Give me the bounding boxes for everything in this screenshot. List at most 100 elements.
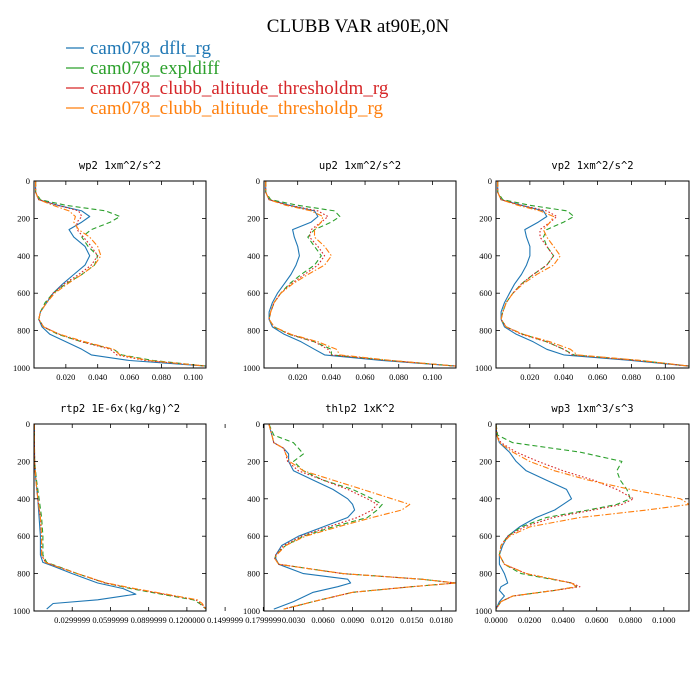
legend-label: cam078_dflt_rg bbox=[90, 38, 212, 59]
series-line bbox=[33, 424, 207, 610]
x-tick-label: 0.0000 bbox=[484, 615, 507, 625]
series-line bbox=[35, 181, 207, 367]
x-tick-label: 0.020 bbox=[520, 372, 539, 382]
y-tick-label: 600 bbox=[17, 531, 30, 541]
x-tick-label: 0.0120 bbox=[370, 615, 393, 625]
y-tick-label: 200 bbox=[17, 456, 30, 466]
y-tick-label: 1000 bbox=[13, 606, 30, 616]
y-tick-label: 0 bbox=[26, 176, 30, 186]
x-tick-label: 0.1200000 bbox=[169, 615, 205, 625]
y-tick-label: 1000 bbox=[13, 363, 30, 373]
series-line bbox=[268, 423, 457, 610]
y-tick-label: 600 bbox=[479, 531, 492, 541]
plot-frame bbox=[263, 180, 457, 369]
x-tick-label: 0.0150 bbox=[400, 615, 423, 625]
series-line bbox=[33, 424, 207, 610]
y-tick-label: 800 bbox=[479, 326, 492, 336]
x-tick-label: 0.0599999 bbox=[92, 615, 128, 625]
series-line bbox=[268, 423, 356, 610]
plot-frame bbox=[33, 423, 207, 612]
legend-label: cam078_clubb_altitude_thresholdp_rg bbox=[90, 98, 384, 119]
series-line bbox=[35, 181, 207, 367]
x-tick-label: 0.0299999 bbox=[54, 615, 90, 625]
y-tick-label: 1000 bbox=[475, 606, 492, 616]
series-line bbox=[265, 181, 457, 367]
panels: wp2 1xm^2/s^2 0 200 400 600 800 1000 0.020 0.040… bbox=[13, 160, 690, 625]
panel: thlp2 1xK^2 0 200 400 600 800 1000 0.0030 0.0060… bbox=[243, 403, 457, 625]
x-tick-label: 0.1799999 bbox=[245, 615, 281, 625]
panel: vp2 1xm^2/s^2 0 200 400 600 800 1000 0.020 0.040… bbox=[475, 160, 690, 382]
y-tick-label: 200 bbox=[479, 213, 492, 223]
x-tick-label: 0.040 bbox=[322, 372, 341, 382]
series-line bbox=[497, 181, 690, 367]
y-tick-label: 0 bbox=[256, 176, 260, 186]
y-tick-label: 0 bbox=[488, 419, 492, 429]
x-tick-label: 0.040 bbox=[88, 372, 107, 382]
x-tick-label: 0.100 bbox=[656, 372, 675, 382]
y-tick-label: 800 bbox=[247, 569, 260, 579]
x-tick-label: 0.0090 bbox=[341, 615, 364, 625]
series-line bbox=[265, 181, 457, 367]
series-line bbox=[35, 181, 207, 367]
y-tick-label: 400 bbox=[17, 494, 30, 504]
series-line bbox=[495, 423, 573, 610]
panel-title: wp2 1xm^2/s^2 bbox=[79, 160, 161, 172]
legend: cam078_dflt_rgcam078_expldiffcam078_club… bbox=[66, 38, 389, 119]
x-tick-label: 0.020 bbox=[56, 372, 75, 382]
y-tick-label: 800 bbox=[17, 326, 30, 336]
y-tick-label: 0 bbox=[488, 176, 492, 186]
y-tick-label: 1000 bbox=[243, 363, 260, 373]
x-tick-label: 0.0400 bbox=[551, 615, 574, 625]
figure-title: CLUBB VAR at90E,0N bbox=[267, 16, 450, 37]
x-tick-label: 0.060 bbox=[120, 372, 139, 382]
x-tick-label: 0.0200 bbox=[518, 615, 541, 625]
x-tick-label: 0.0600 bbox=[585, 615, 608, 625]
y-tick-label: 0 bbox=[26, 419, 30, 429]
legend-label: cam078_clubb_altitude_thresholdm_rg bbox=[90, 78, 389, 99]
series-line bbox=[495, 423, 635, 610]
y-tick-label: 600 bbox=[479, 288, 492, 298]
x-tick-label: 0.080 bbox=[389, 372, 408, 382]
series-line bbox=[268, 423, 457, 610]
plot-frame bbox=[263, 423, 457, 612]
series-line bbox=[33, 424, 137, 610]
series-line bbox=[497, 181, 690, 367]
legend-label: cam078_expldiff bbox=[90, 58, 220, 79]
x-tick-label: 0.100 bbox=[184, 372, 203, 382]
series-line bbox=[265, 181, 457, 367]
series-line bbox=[495, 423, 690, 610]
series-line bbox=[268, 423, 457, 610]
panel-title: wp3 1xm^3/s^3 bbox=[551, 403, 633, 415]
plot-frame bbox=[495, 180, 690, 369]
series-line bbox=[265, 181, 457, 367]
y-tick-label: 200 bbox=[479, 456, 492, 466]
y-tick-label: 400 bbox=[247, 251, 260, 261]
y-tick-label: 800 bbox=[17, 569, 30, 579]
y-tick-label: 600 bbox=[17, 288, 30, 298]
panel: up2 1xm^2/s^2 0 200 400 600 800 1000 0.020 0.040… bbox=[243, 160, 457, 382]
y-tick-label: 400 bbox=[17, 251, 30, 261]
x-tick-label: 0.060 bbox=[588, 372, 607, 382]
x-tick-label: 0.1000 bbox=[652, 615, 675, 625]
x-tick-label: 0.060 bbox=[355, 372, 374, 382]
x-tick-label: 0.0060 bbox=[311, 615, 334, 625]
x-tick-label: 0.0800 bbox=[619, 615, 642, 625]
x-tick-label: 0.080 bbox=[622, 372, 641, 382]
panel-title: thlp2 1xK^2 bbox=[325, 403, 395, 415]
y-tick-label: 400 bbox=[479, 251, 492, 261]
y-tick-label: 600 bbox=[247, 531, 260, 541]
y-tick-label: 0 bbox=[256, 419, 260, 429]
y-tick-label: 400 bbox=[479, 494, 492, 504]
y-tick-label: 800 bbox=[479, 569, 492, 579]
series-line bbox=[497, 181, 690, 367]
y-tick-label: 200 bbox=[247, 213, 260, 223]
x-tick-label: 0.040 bbox=[554, 372, 573, 382]
panel: rtp2 1E-6x(kg/kg)^2 0 200 400 600 800 1000 0.02… bbox=[13, 403, 281, 625]
y-tick-label: 200 bbox=[17, 213, 30, 223]
y-tick-label: 1000 bbox=[475, 363, 492, 373]
x-tick-label: 0.0899999 bbox=[131, 615, 167, 625]
y-tick-label: 200 bbox=[247, 456, 260, 466]
y-tick-label: 400 bbox=[247, 494, 260, 504]
